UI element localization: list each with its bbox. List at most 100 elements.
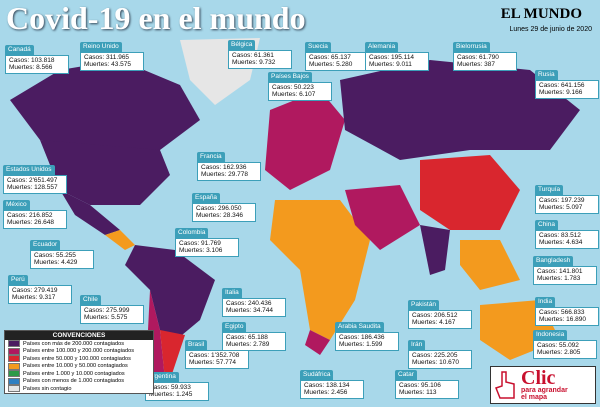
country-name: Bielorrusia xyxy=(453,42,490,52)
country-callout: Reino Unido Casos: 311.965 Muertes: 43.575 xyxy=(80,42,144,71)
legend-swatch xyxy=(8,355,20,363)
cases: Casos: 141.801 xyxy=(537,267,583,275)
argentina xyxy=(160,330,185,380)
country-name: Ecuador xyxy=(30,240,61,250)
deaths: Muertes: 9.166 xyxy=(539,89,583,96)
legend: CONVENCIONES Países con más de 200.000 c… xyxy=(4,330,154,394)
russia xyxy=(340,60,580,160)
legend-title: CONVENCIONES xyxy=(5,331,153,340)
cases: Casos: 225.205 xyxy=(412,351,458,359)
country-callout: Pakistán Casos: 206.512 Muertes: 4.167 xyxy=(408,300,472,329)
cases: Casos: 311.965 xyxy=(84,53,130,61)
cases: Casos: 138.134 xyxy=(304,381,350,389)
deaths: Muertes: 5.575 xyxy=(84,314,128,321)
callout-body: Casos: 141.801 Muertes: 1.783 xyxy=(533,265,597,285)
deaths: Muertes: 26.648 xyxy=(7,219,54,226)
deaths: Muertes: 28.346 xyxy=(196,212,243,219)
deaths: Muertes: 9.732 xyxy=(232,59,276,66)
country-callout: Italia Casos: 240.436 Muertes: 34.744 xyxy=(222,288,286,317)
cases: Casos: 61.790 xyxy=(457,53,499,61)
country-callout: Bélgica Casos: 61.361 Muertes: 9.732 xyxy=(228,40,292,69)
country-callout: Alemania Casos: 195.114 Muertes: 9.011 xyxy=(365,42,429,71)
legend-label: Países entre 100.000 y 200.000 contagiad… xyxy=(23,348,135,355)
deaths: Muertes: 8.566 xyxy=(9,64,53,71)
south-africa xyxy=(305,330,330,355)
country-callout: India Casos: 566.833 Muertes: 16.890 xyxy=(535,297,599,326)
deaths: Muertes: 128.557 xyxy=(7,184,58,191)
cases: Casos: 91.769 xyxy=(179,239,221,247)
callout-body: Casos: 138.134 Muertes: 2.456 xyxy=(300,379,364,399)
central-america xyxy=(105,230,135,250)
legend-label: Países entre 10.000 y 50.000 contagiados xyxy=(23,363,128,370)
button-text: para agrandar xyxy=(521,387,568,394)
india xyxy=(420,225,450,275)
cases: Casos: 216.852 xyxy=(7,211,53,219)
country-name: Argentina xyxy=(145,372,179,382)
country-callout: Argentina Casos: 59.933 Muertes: 1.245 xyxy=(145,372,209,401)
legend-swatch xyxy=(8,370,20,378)
deaths: Muertes: 57.774 xyxy=(189,359,236,366)
country-callout: Catar Casos: 95.106 Muertes: 113 xyxy=(395,370,459,399)
deaths: Muertes: 1.245 xyxy=(149,391,193,398)
deaths: Muertes: 2.805 xyxy=(537,349,581,356)
callout-body: Casos: 225.205 Muertes: 10.670 xyxy=(408,349,472,369)
legend-swatch xyxy=(8,340,20,348)
callout-body: Casos: 1'352.708 Muertes: 57.774 xyxy=(185,349,249,369)
cases: Casos: 566.833 xyxy=(539,308,585,316)
deaths: Muertes: 5.280 xyxy=(309,61,353,68)
cases: Casos: 240.436 xyxy=(226,299,272,307)
callout-body: Casos: 103.818 Muertes: 8.566 xyxy=(5,54,69,74)
legend-label: Países entre 50.000 y 100.000 contagiado… xyxy=(23,355,131,362)
country-name: Sudáfrica xyxy=(300,370,334,380)
legend-item: Países con menos de 1.000 contagiados xyxy=(5,377,153,386)
deaths: Muertes: 1.599 xyxy=(339,341,383,348)
deaths: Muertes: 4.634 xyxy=(539,239,583,246)
cases: Casos: 197.239 xyxy=(539,196,585,204)
country-name: China xyxy=(535,220,558,230)
deaths: Muertes: 4.429 xyxy=(34,259,78,266)
country-name: Canadá xyxy=(5,45,34,55)
cases: Casos: 61.361 xyxy=(232,51,274,59)
legend-swatch xyxy=(8,347,20,355)
cases: Casos: 83.512 xyxy=(539,231,581,239)
legend-swatch xyxy=(8,362,20,370)
title: Covid-19 en el mundo xyxy=(6,0,306,36)
country-callout: Irán Casos: 225.205 Muertes: 10.670 xyxy=(408,340,472,369)
country-name: Bangladesh xyxy=(533,256,574,266)
country-callout: Perú Casos: 279.419 Muertes: 9.317 xyxy=(8,275,72,304)
country-name: Irán xyxy=(408,340,426,350)
legend-label: Países con menos de 1.000 contagiados xyxy=(23,378,125,385)
country-name: Catar xyxy=(395,370,417,380)
legend-item: Países entre 1.000 y 10.000 contagiados xyxy=(5,370,153,378)
deaths: Muertes: 16.890 xyxy=(539,316,586,323)
country-name: Estados Unidos xyxy=(3,165,55,175)
callout-body: Casos: 61.790 Muertes: 387 xyxy=(453,51,517,71)
country-callout: Colombia Casos: 91.769 Muertes: 3.106 xyxy=(175,228,239,257)
country-name: Italia xyxy=(222,288,242,298)
legend-label: Países sin contagio xyxy=(23,385,72,392)
hand-icon xyxy=(495,371,515,399)
country-name: Arabia Saudita xyxy=(335,322,384,332)
cases: Casos: 103.818 xyxy=(9,56,55,64)
asia xyxy=(420,155,520,230)
enlarge-map-button[interactable]: Clic para agrandar el mapa xyxy=(490,366,596,404)
legend-item: Países entre 50.000 y 100.000 contagiado… xyxy=(5,355,153,363)
deaths: Muertes: 43.575 xyxy=(84,61,131,68)
callout-body: Casos: 311.965 Muertes: 43.575 xyxy=(80,51,144,71)
cases: Casos: 275.999 xyxy=(84,306,130,314)
country-name: Suecia xyxy=(305,42,331,52)
callout-body: Casos: 65.188 Muertes: 2.789 xyxy=(222,331,286,351)
legend-label: Países entre 1.000 y 10.000 contagiados xyxy=(23,370,125,377)
country-callout: Indonesia Casos: 55.092 Muertes: 2.805 xyxy=(533,330,597,359)
country-callout: Brasil Casos: 1'352.708 Muertes: 57.774 xyxy=(185,340,249,369)
europe xyxy=(265,90,345,190)
button-text: el mapa xyxy=(521,394,548,401)
deaths: Muertes: 10.670 xyxy=(412,359,459,366)
country-callout: Rusia Casos: 641.156 Muertes: 9.166 xyxy=(535,70,599,99)
legend-item: Países entre 100.000 y 200.000 contagiad… xyxy=(5,347,153,356)
deaths: Muertes: 6.107 xyxy=(272,91,316,98)
cases: Casos: 65.188 xyxy=(226,333,268,341)
cases: Casos: 195.114 xyxy=(369,53,415,61)
country-name: Rusia xyxy=(535,70,558,80)
